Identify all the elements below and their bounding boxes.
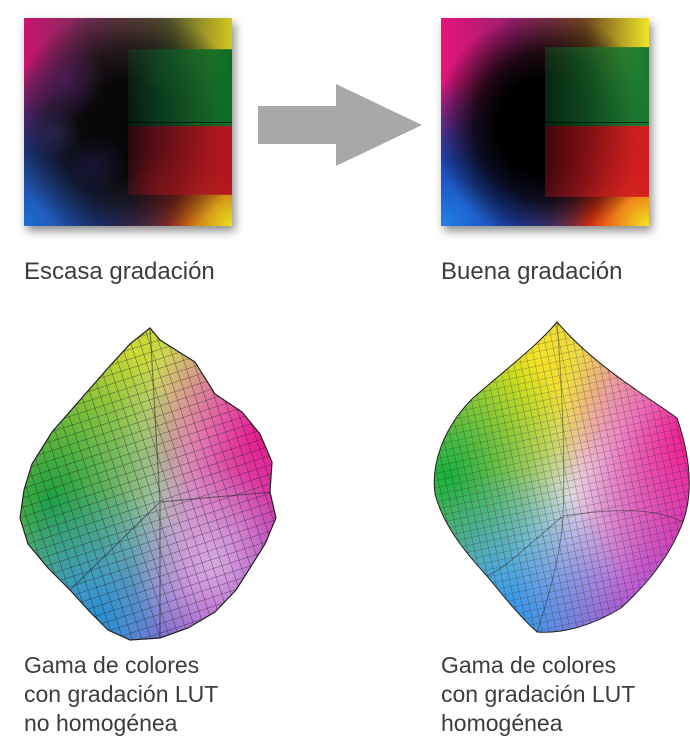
uniform-lut-caption: Gama de colores con gradación LUT homogé… — [441, 651, 635, 738]
caption-line-1: Gama de colores — [24, 652, 200, 678]
right-arrow-icon — [258, 84, 422, 166]
irregular-gamut-solid — [19, 327, 277, 641]
poor-gradation-caption: Escasa gradación — [24, 258, 215, 285]
good-gradation-caption: Buena gradación — [441, 258, 623, 285]
good-gradation-swatch — [441, 18, 649, 226]
caption-line-3: homogénea — [441, 710, 563, 736]
non-uniform-lut-caption: Gama de colores con gradación LUT no hom… — [24, 651, 218, 738]
caption-line-2: con gradación LUT — [24, 681, 219, 707]
caption-line-3: no homogénea — [24, 710, 178, 736]
poor-gradation-swatch — [24, 18, 232, 226]
smooth-gamut-solid — [433, 321, 690, 633]
caption-line-2: con gradación LUT — [441, 681, 636, 707]
caption-line-1: Gama de colores — [441, 652, 617, 678]
